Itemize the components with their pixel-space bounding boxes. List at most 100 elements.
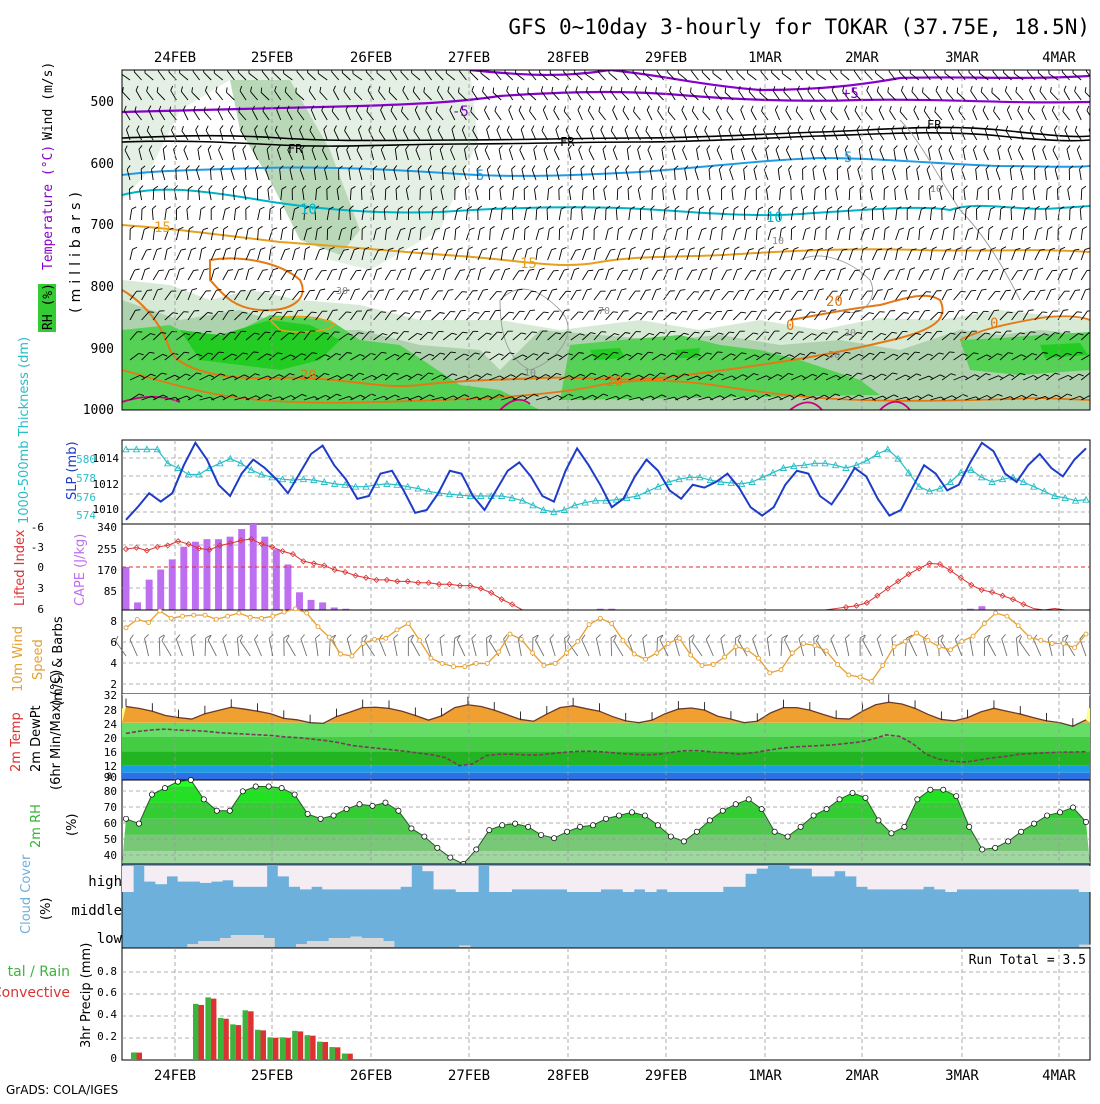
cape-li-panel: -6 -3 0 3 6 340 255 170 85 Lifted Index … xyxy=(13,521,1090,616)
wind-speed-point xyxy=(971,634,975,638)
wind-speed-point xyxy=(598,616,602,620)
wind-speed-point xyxy=(124,626,128,630)
barb-flag xyxy=(1094,206,1098,210)
cape-bar xyxy=(180,547,187,610)
li-ticks: -6 -3 0 3 6 xyxy=(31,521,44,616)
barb-flag xyxy=(1095,246,1100,250)
wind-speed-point xyxy=(452,665,456,669)
barb-staff xyxy=(617,189,618,200)
wind-speed-point xyxy=(429,656,433,660)
wind-speed-point xyxy=(192,613,196,617)
barb-staff xyxy=(988,229,989,240)
cape-bar xyxy=(146,580,153,610)
barb-staff xyxy=(1093,332,1100,340)
li-tick-6: 6 xyxy=(37,603,44,616)
bottom-date-label: 3MAR xyxy=(945,1068,979,1084)
contour-label-5a: 5 xyxy=(476,168,484,184)
wind-speed-point xyxy=(734,645,738,649)
contour-label-30a: 30 xyxy=(844,328,856,339)
contour-label-5b: 5 xyxy=(844,150,852,166)
barb-staff xyxy=(205,638,206,656)
wind-speed-point xyxy=(350,654,354,658)
contour-label-minus5: -5 xyxy=(452,104,469,120)
cape-tick-255: 255 xyxy=(97,543,117,556)
wind-speed-point xyxy=(260,616,264,620)
slp-ylabel-right: SLP (mb) xyxy=(65,441,80,500)
wind-speed-point xyxy=(689,653,693,657)
upper-label-wind: Wind (m/s) xyxy=(41,62,56,140)
wind-speed-point xyxy=(937,645,941,649)
li-tick-3: 3 xyxy=(37,582,44,595)
wind-speed-point xyxy=(440,661,444,665)
wind-speed-point xyxy=(1073,646,1077,650)
pressure-tick-800: 800 xyxy=(91,280,114,295)
wind-speed-point xyxy=(339,652,343,656)
wind-speed-point xyxy=(248,615,252,619)
wind-speed-point xyxy=(316,625,320,629)
contour-label-20c: 20 xyxy=(300,368,317,384)
barb-staff xyxy=(159,638,160,656)
wind-speed-point xyxy=(395,628,399,632)
cape-ylabel: CAPE (J/kg) xyxy=(73,534,88,606)
contour-label-20a: 20 xyxy=(826,294,843,310)
barb-staff xyxy=(385,189,386,200)
cape-bar xyxy=(215,539,222,610)
wind-speed-point xyxy=(553,661,557,665)
wind-speed-point xyxy=(418,638,422,642)
top-date-label: 29FEB xyxy=(645,50,687,66)
barb-flag xyxy=(1091,353,1096,358)
wind-speed-point xyxy=(948,648,952,652)
chart-title: GFS 0~10day 3-hourly for TOKAR (37.75E, … xyxy=(508,15,1090,39)
barb-staff xyxy=(849,189,850,200)
barb-staff xyxy=(1081,189,1082,200)
wind-speed-point xyxy=(711,663,715,667)
slp-right-tick-1012: 1012 xyxy=(93,478,120,491)
wind-speed-point xyxy=(655,651,659,655)
barb-staff xyxy=(176,169,177,180)
upper-label-temp: Temperature (°C) xyxy=(41,145,56,270)
wind-speed-point xyxy=(824,649,828,653)
barb-staff xyxy=(1092,189,1093,200)
wind-tick-4: 4 xyxy=(110,657,117,670)
wind-speed-point xyxy=(1061,642,1065,646)
wind-speed-point xyxy=(813,644,817,648)
wind-speed-point xyxy=(903,639,907,643)
wind-speed-point xyxy=(180,614,184,618)
wind-panel: 8 6 4 2 10m Wind Speed (m/s) & Barbs xyxy=(11,607,1091,706)
wind-speed-point xyxy=(474,661,478,665)
barb-staff xyxy=(361,189,362,200)
cape-ticks: 340 255 170 85 xyxy=(97,521,117,598)
bottom-date-label: 29FEB xyxy=(645,1068,687,1084)
wind-tick-8: 8 xyxy=(110,615,117,628)
slp-right-ticks: 1010 1012 1014 xyxy=(93,452,120,516)
wind-speed-point xyxy=(915,631,919,635)
cape-bar xyxy=(273,549,280,610)
wind-speed-point xyxy=(836,663,840,667)
contour-label-10e: 10 xyxy=(524,368,536,379)
pressure-tick-700: 700 xyxy=(91,218,114,233)
barb-flag xyxy=(1091,146,1095,150)
barb-staff xyxy=(1093,313,1100,320)
wind-speed-point xyxy=(508,632,512,636)
wind-speed-point xyxy=(677,636,681,640)
bottom-date-label: 26FEB xyxy=(350,1068,392,1084)
cape-tick-170: 170 xyxy=(97,564,117,577)
barb-staff xyxy=(1093,353,1100,360)
wind-ticks: 8 6 4 2 xyxy=(110,615,117,691)
barb-staff xyxy=(1093,291,1099,300)
barb-staff xyxy=(524,229,525,240)
wind-speed-point xyxy=(1016,624,1020,628)
wind-barb xyxy=(1093,246,1100,261)
wind-speed-point xyxy=(1050,642,1054,646)
wind-speed-point xyxy=(203,613,207,617)
top-date-label: 24FEB xyxy=(154,50,196,66)
barb-staff xyxy=(1093,270,1097,280)
wind-barb xyxy=(1093,206,1099,220)
barb-staff xyxy=(1057,189,1058,200)
wind-barb xyxy=(1093,311,1100,323)
li-ylabel: Lifted Index xyxy=(13,529,28,606)
bottom-date-label: 24FEB xyxy=(154,1068,196,1084)
cape-bar xyxy=(157,570,164,610)
